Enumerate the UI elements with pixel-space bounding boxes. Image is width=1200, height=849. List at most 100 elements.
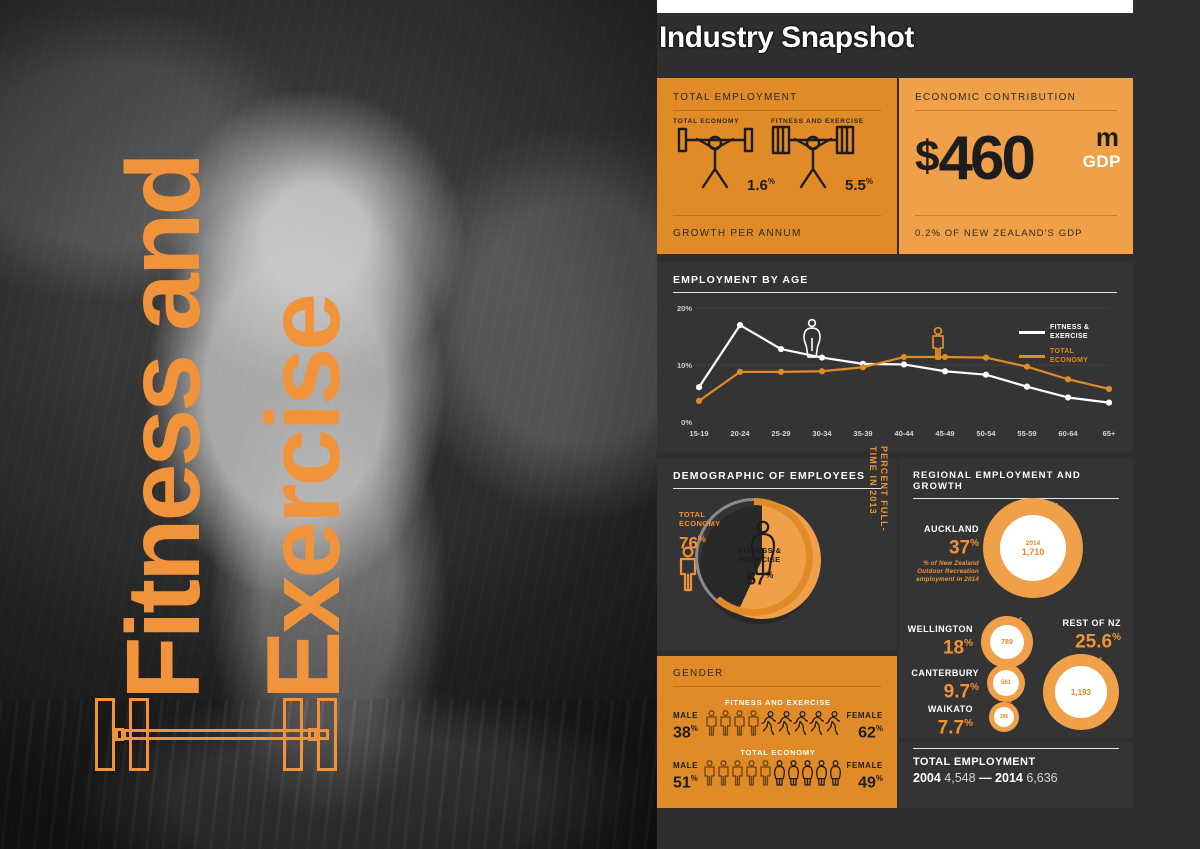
svg-text:40-44: 40-44 [894, 429, 914, 438]
svg-text:30-34: 30-34 [812, 429, 832, 438]
male-figure-icon [703, 760, 716, 791]
bubble-inner: 2014 1,710 [1000, 515, 1066, 581]
poster-title: Fitness and Exercise [95, 60, 362, 720]
barbell-bar [123, 729, 329, 740]
svg-text:65+: 65+ [1103, 429, 1116, 438]
demo-label-total-economy: TOTAL ECONOMY 76% [679, 510, 737, 553]
photo-vignette [0, 0, 657, 849]
top-white-bar [657, 0, 1133, 13]
gender-group-fitness: FITNESS AND EXERCISE MALE 38% FEMALE 62% [673, 698, 883, 741]
svg-text:10%: 10% [677, 361, 692, 370]
female-figure-icon [777, 710, 793, 741]
male-figure-icon [745, 760, 758, 791]
demo-value: 76% [679, 533, 706, 553]
region-name: WELLINGTON [907, 624, 973, 634]
male-figure-icon [731, 760, 744, 791]
pie-chart-fulltime [695, 498, 825, 628]
stat-value: 1.6% [747, 177, 775, 194]
gdp-unit-million: m [1095, 122, 1119, 152]
footer-dash: — [979, 771, 992, 785]
region-pct: 7.7% [937, 717, 973, 739]
legend-swatch [1019, 331, 1045, 334]
person-icon-fitness [750, 520, 776, 576]
stat-value: 5.5% [845, 177, 873, 194]
gender-male-value: 38% [673, 723, 698, 741]
gender-female-stat: FEMALE 62% [847, 711, 884, 741]
svg-text:20%: 20% [677, 304, 692, 313]
bubble-inner: 789 [990, 625, 1024, 659]
card-footer-text: GROWTH PER ANNUM [673, 228, 802, 239]
female-figure-icon [815, 760, 828, 791]
footer-year-old: 2004 [913, 771, 941, 785]
bubble-canterbury: 561 [987, 664, 1025, 702]
card-heading: ECONOMIC CONTRIBUTION [915, 92, 1077, 103]
gender-male-label: MALE [673, 760, 699, 770]
card-heading: TOTAL EMPLOYMENT [673, 92, 798, 103]
male-figure-icon [747, 710, 760, 741]
footer-value-new: 6,636 [1026, 771, 1058, 785]
card-regional-employment: REGIONAL EMPLOYMENT AND GROWTH 2014 1,71… [899, 458, 1133, 738]
male-figure-icon [719, 710, 732, 741]
bubble-inner: 561 [993, 670, 1019, 696]
bubble-rest-of-nz: 1,193 [1043, 654, 1119, 730]
male-figure-icon [705, 710, 718, 741]
demo-side-note: PERCENT FULL-TIME IN 2013 [868, 446, 889, 532]
svg-text:55-59: 55-59 [1017, 429, 1036, 438]
footer-values: 2004 4,548 — 2014 6,636 [913, 771, 1119, 785]
svg-text:60-64: 60-64 [1058, 429, 1078, 438]
gender-male-label: MALE [673, 710, 699, 720]
male-figure-icon [717, 760, 730, 791]
gdp-number: 460 [938, 124, 1035, 193]
region-name: REST OF NZ [1062, 618, 1121, 628]
gender-group-title: TOTAL ECONOMY [740, 748, 816, 757]
card-heading: GENDER [673, 668, 724, 679]
barbell-plate [317, 698, 337, 771]
card-footer: 0.2% OF NEW ZEALAND'S GDP [915, 208, 1117, 241]
gender-female-label: FEMALE [846, 760, 883, 770]
card-heading: DEMOGRAPHIC OF EMPLOYEES [673, 470, 866, 482]
stat-fitness-exercise: FITNESS AND EXERCISE 5.5% [771, 118, 873, 208]
divider [915, 215, 1117, 216]
divider [673, 215, 881, 216]
bubble-value: 395 [999, 714, 1009, 720]
region-pct: 18% [942, 637, 973, 659]
page-title: Industry Snapshot [659, 21, 914, 54]
female-figure-icon [825, 710, 841, 741]
legend-item-total-economy: TOTAL ECONOMY [1019, 348, 1115, 365]
divider [673, 686, 881, 687]
gender-female-value: 49% [858, 773, 883, 791]
male-figure-icon [733, 710, 746, 741]
gender-female-label: FEMALE [846, 710, 883, 720]
barbell-icon [95, 680, 355, 790]
chart-legend: FITNESS & EXERCISE TOTAL ECONOMY [1019, 324, 1115, 372]
demo-label-text: FITNESS & EXERCISE [738, 546, 782, 564]
bubble-value: 1,710 [1021, 546, 1045, 557]
header: Industry Snapshot [657, 13, 1200, 71]
label-canterbury: CANTERBURY 9.7% [901, 668, 979, 702]
divider [915, 110, 1117, 111]
currency-symbol: $ [915, 132, 940, 181]
bubble-inner: 1,193 [1055, 666, 1107, 718]
weightlifter-icon [771, 125, 855, 189]
hero-photo-panel: Fitness and Exercise [0, 0, 657, 849]
svg-text:50-54: 50-54 [976, 429, 996, 438]
divider [913, 498, 1119, 499]
bubble-auckland: 2014 1,710 [983, 498, 1083, 598]
card-total-employment: TOTAL EMPLOYMENT TOTAL ECONOMY 1.6% FITN… [657, 78, 897, 254]
female-figure-icon [809, 710, 825, 741]
svg-text:45-49: 45-49 [935, 429, 954, 438]
region-pct: 9.7% [943, 681, 979, 703]
male-figure-icon [759, 760, 772, 791]
footer-year-new: 2014 [995, 771, 1023, 785]
female-figure-icon [793, 710, 809, 741]
gdp-label: GDP [1082, 152, 1121, 171]
gender-male-value: 51% [673, 773, 698, 791]
divider [673, 292, 1117, 293]
demo-label-text: TOTAL ECONOMY [679, 510, 721, 528]
barbell-plate [283, 698, 303, 771]
barbell-collar [308, 728, 317, 741]
label-rest-of-nz: REST OF NZ 25.6% [1035, 618, 1122, 652]
card-gender: GENDER FITNESS AND EXERCISE MALE 38% FEM… [657, 656, 897, 808]
age-line-chart: 0% 10% 20% 15-19 20-24 25-29 30-34 35-39 40-44 45… [673, 300, 1117, 440]
legend-label: FITNESS & EXERCISE [1050, 324, 1090, 340]
